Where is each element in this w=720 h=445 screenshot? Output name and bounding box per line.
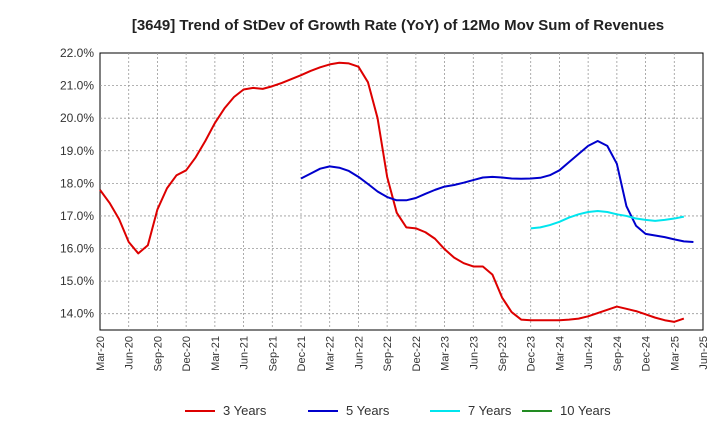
x-axis: Mar-20 Jun-20 Sep-20 Dec-20 Mar-21 Jun-21 Sep-… (95, 336, 710, 371)
x-tick-label: Jun-24 (583, 336, 595, 370)
y-tick-label: 17.0% (60, 209, 94, 223)
x-tick-label: Mar-20 (95, 336, 107, 371)
y-tick-label: 19.0% (60, 144, 94, 158)
x-tick-label: Dec-20 (181, 336, 193, 371)
x-tick-label: Sep-20 (152, 336, 164, 371)
x-tick-label: Dec-24 (641, 336, 653, 371)
y-tick-label: 21.0% (60, 79, 94, 93)
y-tick-label: 15.0% (60, 274, 94, 288)
y-tick-label: 20.0% (60, 111, 94, 125)
x-tick-label: Sep-23 (497, 336, 509, 371)
grid-lines (100, 53, 703, 330)
legend-label: 10 Years (560, 403, 611, 418)
y-axis: 14.0% 15.0% 16.0% 17.0% 18.0% 19.0% 20.0% 21.0%… (60, 46, 94, 321)
x-tick-label: Mar-24 (554, 336, 566, 371)
x-tick-label: Sep-24 (612, 336, 624, 371)
x-tick-label: Dec-23 (526, 336, 538, 371)
legend-label: 7 Years (468, 403, 512, 418)
y-tick-label: 16.0% (60, 242, 94, 256)
plot-area (99, 52, 704, 331)
series-lines (99, 61, 694, 323)
x-tick-label: Sep-22 (382, 336, 394, 371)
x-tick-label: Jun-21 (239, 336, 251, 370)
x-tick-label: Mar-25 (669, 336, 681, 371)
legend-label: 3 Years (223, 403, 267, 418)
chart-title: [3649] Trend of StDev of Growth Rate (Yo… (132, 17, 664, 34)
series-line-5-years (300, 139, 694, 244)
x-tick-label: Dec-21 (296, 336, 308, 371)
x-tick-label: Jun-25 (698, 336, 710, 370)
series-line-3-years (99, 61, 685, 323)
series-line-7-years (530, 210, 685, 230)
x-tick-label: Mar-21 (210, 336, 222, 371)
legend-label: 5 Years (346, 403, 390, 418)
x-tick-label: Jun-22 (353, 336, 365, 370)
legend: 3 Years 5 Years 7 Years 10 Years (185, 403, 611, 418)
x-tick-label: Jun-23 (468, 336, 480, 370)
x-tick-label: Jun-20 (124, 336, 136, 370)
x-tick-label: Mar-22 (325, 336, 337, 371)
x-tick-label: Sep-21 (267, 336, 279, 371)
y-tick-label: 14.0% (60, 307, 94, 321)
y-tick-label: 18.0% (60, 176, 94, 190)
x-tick-label: Mar-23 (440, 336, 452, 371)
x-tick-label: Dec-22 (411, 336, 423, 371)
y-tick-label: 22.0% (60, 46, 94, 60)
